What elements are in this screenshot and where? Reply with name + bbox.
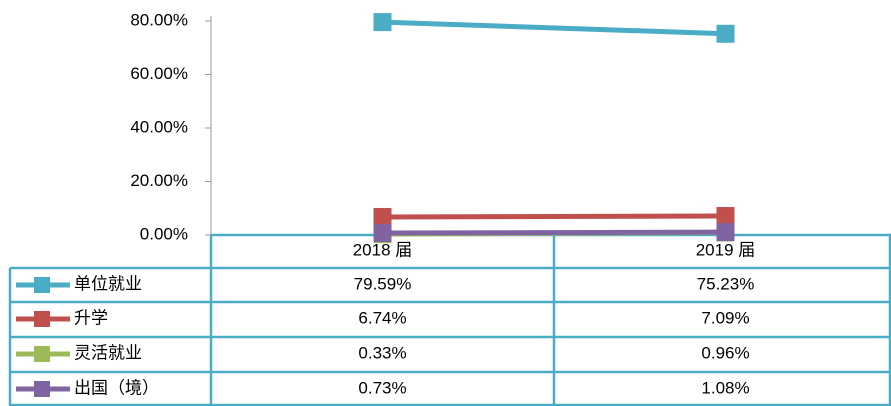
data-table-grid	[8, 233, 891, 406]
x-tick-label: 2018 届	[353, 240, 413, 259]
legend-key-marker	[34, 381, 50, 397]
legend-label: 升学	[74, 308, 108, 327]
table-value: 0.96%	[701, 343, 749, 362]
legend-key-marker	[34, 311, 50, 327]
marker	[373, 224, 392, 243]
y-tick-label: 80.00%	[130, 10, 188, 29]
y-tick-label: 20.00%	[130, 171, 188, 190]
table-value: 75.23%	[697, 274, 755, 293]
table-value: 0.73%	[358, 378, 406, 397]
marker	[373, 13, 392, 32]
series-line	[382, 213, 726, 220]
legend-label: 出国（境）	[74, 378, 159, 397]
table-value: 7.09%	[701, 308, 749, 327]
y-tick-label: 40.00%	[130, 117, 188, 136]
marker	[716, 223, 735, 242]
y-tick-label: 0.00%	[140, 224, 188, 243]
marker	[716, 24, 735, 43]
marker	[373, 207, 392, 226]
table-value: 6.74%	[358, 308, 406, 327]
x-tick-label: 2019 届	[696, 240, 756, 259]
marker	[716, 207, 735, 226]
legend-label: 单位就业	[74, 274, 142, 293]
legend-label: 灵活就业	[74, 343, 142, 362]
legend-key-marker	[34, 277, 50, 293]
table-value: 0.33%	[358, 343, 406, 362]
series-line	[382, 19, 726, 37]
series-line	[382, 229, 726, 236]
y-tick-label: 60.00%	[130, 64, 188, 83]
legend-key-marker	[34, 346, 50, 362]
table-value: 79.59%	[354, 274, 412, 293]
table-value: 1.08%	[701, 378, 749, 397]
